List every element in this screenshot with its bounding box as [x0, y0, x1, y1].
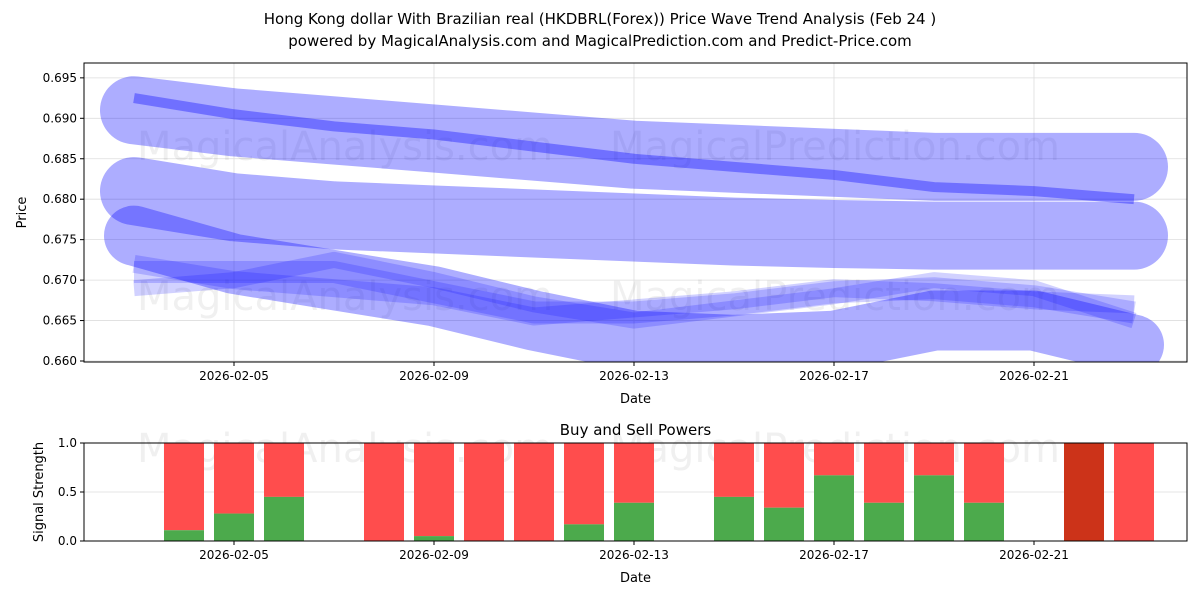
buy-bar: [264, 496, 304, 541]
series-wave-dark-line: [133, 93, 1135, 205]
y-tick-label: 0.680: [43, 192, 77, 206]
series-wave-cluster-a: [134, 261, 1136, 324]
sell-bar: [964, 443, 1004, 503]
sell-bar: [914, 443, 954, 476]
sell-bar: [164, 443, 204, 531]
x-tick-label: 2026-02-17: [799, 548, 869, 562]
series-wave-cluster-b: [133, 251, 1137, 329]
x-tick-label: 2026-02-05: [199, 548, 269, 562]
sell-bar: [564, 443, 604, 525]
watermark-text: MagicalAnalysis.com: [137, 124, 553, 170]
series-wave-middle-band: [100, 157, 1168, 270]
buy-bar: [614, 502, 654, 541]
sell-bar: [1114, 443, 1154, 541]
y-axis-label: Price: [15, 197, 30, 229]
sell-bar: [264, 443, 304, 497]
y-tick-label: 0.695: [43, 71, 77, 85]
sell-bar: [364, 443, 404, 541]
buy-bar: [214, 513, 254, 541]
x-tick-label: 2026-02-09: [399, 548, 469, 562]
sell-bar: [514, 443, 554, 541]
sell-bar: [864, 443, 904, 503]
sell-bar: [464, 443, 504, 541]
bar-chart-title: Buy and Sell Powers: [560, 421, 712, 439]
y-tick-label: 1.0: [58, 436, 77, 450]
sell-bar: [614, 443, 654, 503]
sell-bar: [714, 443, 754, 497]
x-tick-label: 2026-02-21: [999, 369, 1069, 383]
watermark-text: MagicalPrediction.com: [610, 274, 1060, 320]
y-tick-label: 0.670: [43, 273, 77, 287]
y-tick-label: 0.0: [58, 534, 77, 548]
y-tick-label: 0.660: [43, 354, 77, 368]
sell-bar: [1064, 443, 1104, 541]
sell-bar: [214, 443, 254, 514]
y-tick-label: 0.690: [43, 111, 77, 125]
x-axis-label: Date: [620, 392, 651, 407]
buy-bar: [864, 502, 904, 541]
x-axis-label: Date: [620, 571, 651, 586]
y-tick-label: 0.675: [43, 233, 77, 247]
plot-frame-top: [83, 62, 1188, 363]
buy-bar: [914, 475, 954, 541]
buy-bar: [714, 496, 754, 541]
y-axis-label: Signal Strength: [32, 442, 47, 542]
y-tick-label: 0.5: [58, 485, 77, 499]
buy-bar: [764, 507, 804, 541]
wave-group: [100, 76, 1168, 362]
buy-bar: [814, 475, 854, 541]
sell-bar: [814, 443, 854, 476]
y-tick-label: 0.685: [43, 152, 77, 166]
buy-bar: [164, 530, 204, 541]
buy-bar: [564, 524, 604, 541]
series-wave-cluster-c: [132, 255, 1135, 326]
plot-frame-bottom: [83, 442, 1188, 542]
y-tick-label: 0.665: [43, 314, 77, 328]
chart-subtitle: powered by MagicalAnalysis.com and Magic…: [288, 32, 912, 50]
series-wave-upper-band: [100, 76, 1168, 201]
watermark-text: MagicalPrediction.com: [610, 124, 1060, 170]
sell-bar: [414, 443, 454, 537]
chart-title: Hong Kong dollar With Brazilian real (HK…: [263, 10, 937, 28]
buy-bar: [414, 536, 454, 541]
x-tick-label: 2026-02-21: [999, 548, 1069, 562]
x-tick-label: 2026-02-13: [599, 369, 669, 383]
sell-bar: [764, 443, 804, 508]
series-wave-lower-band: [104, 205, 1164, 362]
x-tick-label: 2026-02-05: [199, 369, 269, 383]
buy-bar: [964, 502, 1004, 541]
x-tick-label: 2026-02-13: [599, 548, 669, 562]
x-tick-label: 2026-02-09: [399, 369, 469, 383]
x-tick-label: 2026-02-17: [799, 369, 869, 383]
watermark-text: MagicalAnalysis.com: [137, 274, 553, 320]
